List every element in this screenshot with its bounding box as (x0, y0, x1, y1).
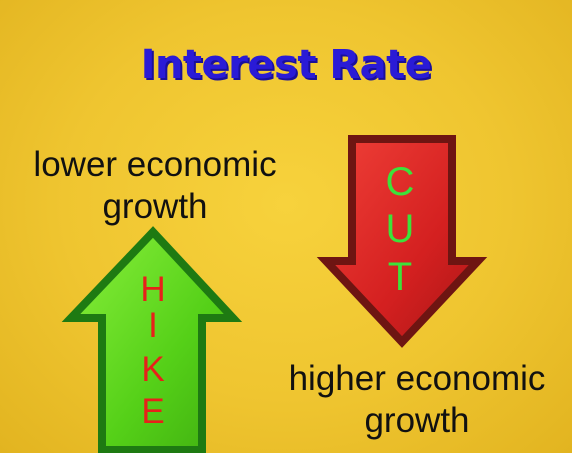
hike-letter-k: K (141, 350, 165, 389)
cut-caption: higher economic growth (288, 359, 546, 440)
cut-letter-t: T (387, 255, 413, 299)
hike-caption: lower economic growth (33, 145, 277, 226)
cut-letter-c: C (385, 160, 415, 204)
hike-letter-h: H (140, 270, 166, 309)
cut-arrow-down (316, 135, 488, 348)
cut-letter-u: U (385, 207, 415, 251)
hike-letter-e: E (141, 392, 165, 431)
hike-arrow-up (61, 226, 243, 453)
page-title: Interest Rate (140, 42, 432, 88)
hike-letter-i: I (148, 306, 158, 345)
